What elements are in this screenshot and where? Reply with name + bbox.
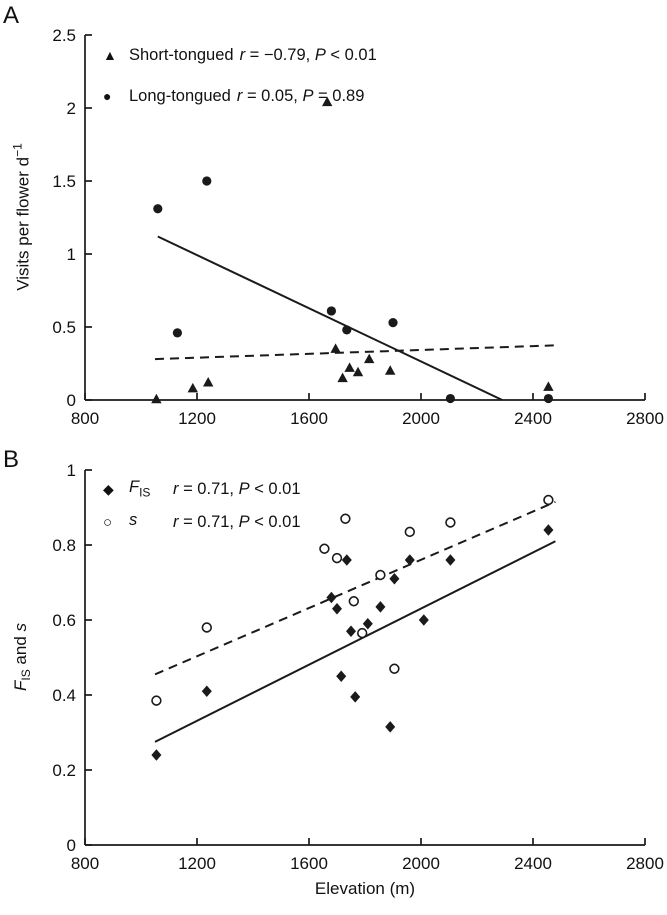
legend-item-fis: ◆ FIS r = 0.71, P < 0.01: [103, 478, 301, 500]
svg-text:1600: 1600: [290, 854, 328, 873]
svg-text:1: 1: [67, 245, 76, 264]
svg-text:0.4: 0.4: [52, 686, 76, 705]
stat-p-symbol: P: [238, 479, 250, 498]
x-axis-label: Elevation (m): [314, 879, 416, 898]
svg-text:2400: 2400: [514, 409, 552, 428]
svg-text:1: 1: [67, 461, 76, 480]
panel-a-scatter-chart: 0 0.5 1 1.5 2 2.5 800 1200 1600 2000 2400 2800: [52, 26, 664, 428]
stat-p-symbol: P: [302, 86, 314, 105]
series-name-s: s: [129, 511, 138, 530]
svg-text:2400: 2400: [514, 854, 552, 873]
panel-b-legend: ◆ FIS r = 0.71, P < 0.01 ○ s r = 0.71, P…: [103, 478, 301, 544]
svg-text:1.5: 1.5: [52, 172, 76, 191]
series-stats-s: r = 0.71, P < 0.01: [173, 512, 301, 531]
filled-circle-marker-icon: ●: [103, 88, 112, 104]
panel-a-y-axis-label: Visits per flower d−1: [10, 143, 33, 291]
svg-text:1600: 1600: [290, 409, 328, 428]
series-name-long-tongued: Long-tongued: [129, 86, 231, 105]
stat-p-symbol: P: [314, 45, 326, 64]
svg-text:2: 2: [67, 99, 76, 118]
svg-text:2800: 2800: [626, 409, 664, 428]
series-stats-short-tongued: r = −0.79, P < 0.01: [239, 45, 377, 64]
panel-a-legend: ▲ Short-tongued r = −0.79, P < 0.01 ● Lo…: [103, 44, 377, 126]
svg-text:2.5: 2.5: [52, 26, 76, 45]
legend-item-long-tongued: ● Long-tongued r = 0.05, P = 0.89: [103, 85, 377, 107]
series-name-short-tongued: Short-tongued: [129, 45, 234, 64]
filled-triangle-marker-icon: ▲: [103, 47, 117, 63]
svg-text:0.2: 0.2: [52, 761, 76, 780]
svg-text:2000: 2000: [402, 854, 440, 873]
svg-text:800: 800: [71, 409, 99, 428]
stat-r-symbol: r: [173, 479, 179, 498]
svg-text:0: 0: [67, 391, 76, 410]
stat-p-symbol: P: [238, 512, 250, 531]
series-stats-fis: r = 0.71, P < 0.01: [173, 479, 301, 498]
panel-b-label: B: [3, 446, 20, 473]
svg-text:1200: 1200: [178, 854, 216, 873]
legend-item-s: ○ s r = 0.71, P < 0.01: [103, 511, 301, 533]
svg-text:2000: 2000: [402, 409, 440, 428]
stat-r-symbol: r: [239, 45, 246, 64]
series-stats-long-tongued: r = 0.05, P = 0.89: [236, 86, 365, 105]
svg-text:1200: 1200: [178, 409, 216, 428]
stat-r-symbol: r: [173, 512, 179, 531]
svg-text:0.8: 0.8: [52, 536, 76, 555]
stat-r-symbol: r: [236, 86, 243, 105]
panel-a-label: A: [3, 2, 20, 29]
svg-text:0: 0: [67, 836, 76, 855]
series-name-fis: FIS: [129, 478, 151, 500]
svg-text:2800: 2800: [626, 854, 664, 873]
panel-b-scatter-chart: 0 0.2 0.4 0.6 0.8 1 800 1200 1600 2000 2400 2800: [52, 461, 664, 873]
svg-text:0.5: 0.5: [52, 318, 76, 337]
legend-item-short-tongued: ▲ Short-tongued r = −0.79, P < 0.01: [103, 44, 377, 66]
filled-diamond-marker-icon: ◆: [103, 480, 114, 497]
open-circle-marker-icon: ○: [103, 513, 113, 531]
svg-text:0.6: 0.6: [52, 611, 76, 630]
panel-b-y-axis-label: FIS and s: [10, 622, 34, 692]
svg-text:800: 800: [71, 854, 99, 873]
